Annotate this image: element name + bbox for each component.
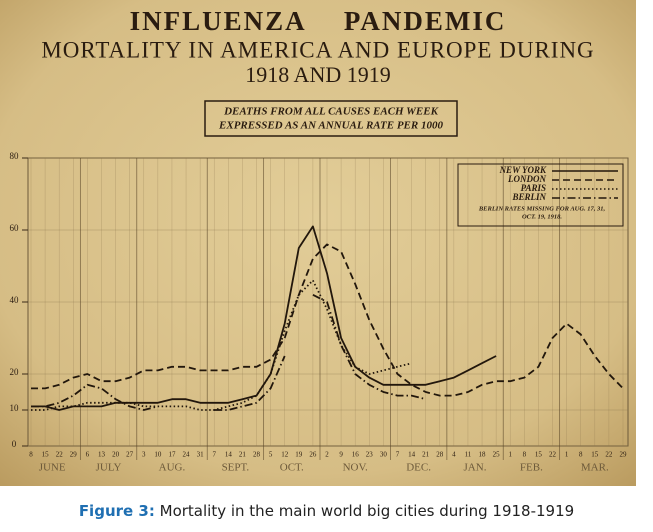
x-tick-label: 26 [309,451,317,459]
x-tick-label: 12 [281,451,289,459]
x-tick-label: 5 [269,451,273,459]
x-tick-label: 9 [339,451,343,459]
legend-label: PARIS [521,183,546,193]
x-tick-label: 15 [42,451,50,459]
x-tick-label: 29 [620,451,628,459]
x-tick-label: 22 [549,451,557,459]
y-tick-label: 20 [10,367,20,377]
x-tick-label: 24 [183,451,191,459]
caption-label: Figure 3: [78,502,155,520]
chart: INFLUENZA PANDEMIC MORTALITY IN AMERICA … [0,0,636,486]
x-tick-label: 7 [212,451,216,459]
y-tick-label: 40 [10,295,20,305]
x-tick-label: 7 [396,451,400,459]
x-tick-label: 15 [535,451,543,459]
x-tick-label: 14 [225,451,233,459]
month-label: AUG. [159,462,186,474]
month-label: MAR. [581,462,609,474]
legend-label: LONDON [507,174,546,184]
series-line [31,279,412,411]
figure-caption: Figure 3: Mortality in the main world bi… [0,502,653,520]
y-tick-label: 10 [10,403,20,413]
x-tick-label: 1 [565,451,569,459]
y-tick-label: 80 [10,151,20,161]
month-label: DEC. [406,462,431,474]
x-tick-label: 16 [352,451,360,459]
x-tick-label: 4 [452,451,456,459]
x-tick-label: 8 [523,451,527,459]
legend-note: OCT. 19, 1918. [522,213,562,220]
x-tick-label: 8 [29,451,33,459]
x-tick-label: 17 [168,451,176,459]
x-tick-label: 15 [591,451,599,459]
x-tick-label: 2 [325,451,329,459]
chart-title: INFLUENZA PANDEMIC [130,6,507,36]
x-tick-label: 21 [422,451,430,459]
month-label: SEPT. [222,462,250,474]
series-line [31,293,426,411]
x-tick-label: 18 [479,451,487,459]
legend-label: BERLIN [511,192,546,202]
y-axis-label: DEATHS FROM ALL CAUSES EACH WEEK [223,106,439,118]
x-tick-label: 23 [366,451,374,459]
x-tick-label: 8 [579,451,583,459]
x-tick-label: 28 [436,451,444,459]
legend-note: BERLIN RATES MISSING FOR AUG. 17, 31, [478,205,606,212]
x-tick-label: 27 [126,451,134,459]
legend-box [457,163,624,227]
x-tick-label: 10 [154,451,162,459]
x-tick-label: 28 [253,451,261,459]
month-label: OCT. [280,462,304,474]
x-tick-label: 14 [408,451,416,459]
legend-label: NEW YORK [499,165,547,175]
series-line [31,243,624,397]
x-tick-label: 3 [142,451,146,459]
x-tick-label: 25 [493,451,501,459]
x-tick-label: 31 [197,451,205,459]
x-tick-label: 1 [508,451,512,459]
x-tick-label: 30 [380,451,388,459]
x-tick-label: 11 [465,451,472,459]
month-label: FEB. [520,462,543,474]
x-tick-label: 22 [605,451,613,459]
month-label: JUNE [39,462,66,474]
x-tick-label: 13 [98,451,106,459]
caption-text: Mortality in the main world big cities d… [159,502,575,520]
month-label: NOV. [343,462,368,474]
x-tick-label: 19 [295,451,303,459]
month-label: JULY [96,462,122,474]
y-tick-label: 60 [10,223,20,233]
chart-subtitle: 1918 AND 1919 [245,62,390,87]
x-tick-label: 29 [70,451,78,459]
month-label: JAN. [464,462,487,474]
x-tick-label: 21 [239,451,247,459]
unit-box [204,100,458,137]
y-tick-label: 0 [12,439,17,449]
chart-subtitle: MORTALITY IN AMERICA AND EUROPE DURING [41,37,594,62]
series-line [31,225,497,411]
y-axis-label: EXPRESSED AS AN ANNUAL RATE PER 1000 [218,120,443,132]
x-tick-label: 20 [112,451,120,459]
x-tick-label: 22 [56,451,64,459]
x-tick-label: 6 [86,451,90,459]
